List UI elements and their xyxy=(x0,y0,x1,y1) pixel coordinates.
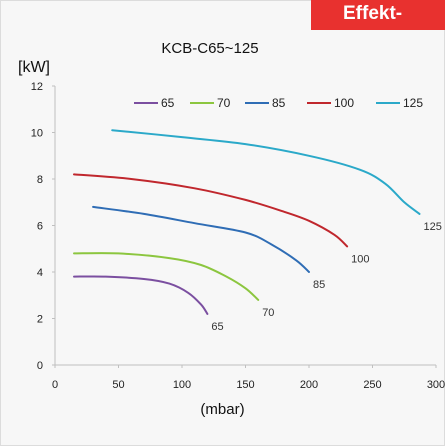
series-end-label-70: 70 xyxy=(262,307,274,319)
y-tick-label: 0 xyxy=(37,360,43,372)
y-tick-label: 6 xyxy=(37,221,43,233)
x-axis-unit: (mbar) xyxy=(200,401,245,418)
y-axis-unit: [kW] xyxy=(18,59,50,76)
series-line-65 xyxy=(73,275,209,315)
x-tick-label: 0 xyxy=(52,379,58,391)
legend-label-85: 85 xyxy=(272,96,286,110)
series-end-label-65: 65 xyxy=(211,321,223,333)
x-tick-label: 50 xyxy=(112,379,124,391)
x-tick-label: 300 xyxy=(427,379,445,391)
series-end-label-85: 85 xyxy=(313,279,325,291)
series-line-125 xyxy=(111,129,421,215)
series-line-85 xyxy=(92,205,310,273)
legend-label-125: 125 xyxy=(403,96,423,110)
y-tick-label: 2 xyxy=(37,314,43,326)
series-layer: 65 70 85 100 125 xyxy=(73,129,442,333)
legend-label-70: 70 xyxy=(217,96,231,110)
effekt-tab[interactable]: Effekt- xyxy=(311,0,445,30)
axes: 0 2 4 6 8 10 12 0 50 100 150 200 250 300 xyxy=(31,81,445,391)
y-tick-label: 10 xyxy=(31,128,43,140)
x-tick-label: 100 xyxy=(173,379,191,391)
series-line-100 xyxy=(73,173,349,248)
chart-title: KCB-C65~125 xyxy=(161,40,259,57)
y-tick-label: 4 xyxy=(37,267,43,279)
series-end-label-125: 125 xyxy=(423,221,441,233)
y-tick-label: 12 xyxy=(31,81,43,93)
legend: 65 70 85 100 125 xyxy=(134,96,423,110)
x-tick-label: 150 xyxy=(236,379,254,391)
series-line-70 xyxy=(73,252,260,301)
x-tick-label: 250 xyxy=(363,379,381,391)
legend-label-65: 65 xyxy=(161,96,175,110)
y-tick-label: 8 xyxy=(37,174,43,186)
series-end-label-100: 100 xyxy=(351,253,369,265)
x-tick-label: 200 xyxy=(300,379,318,391)
legend-label-100: 100 xyxy=(334,96,354,110)
